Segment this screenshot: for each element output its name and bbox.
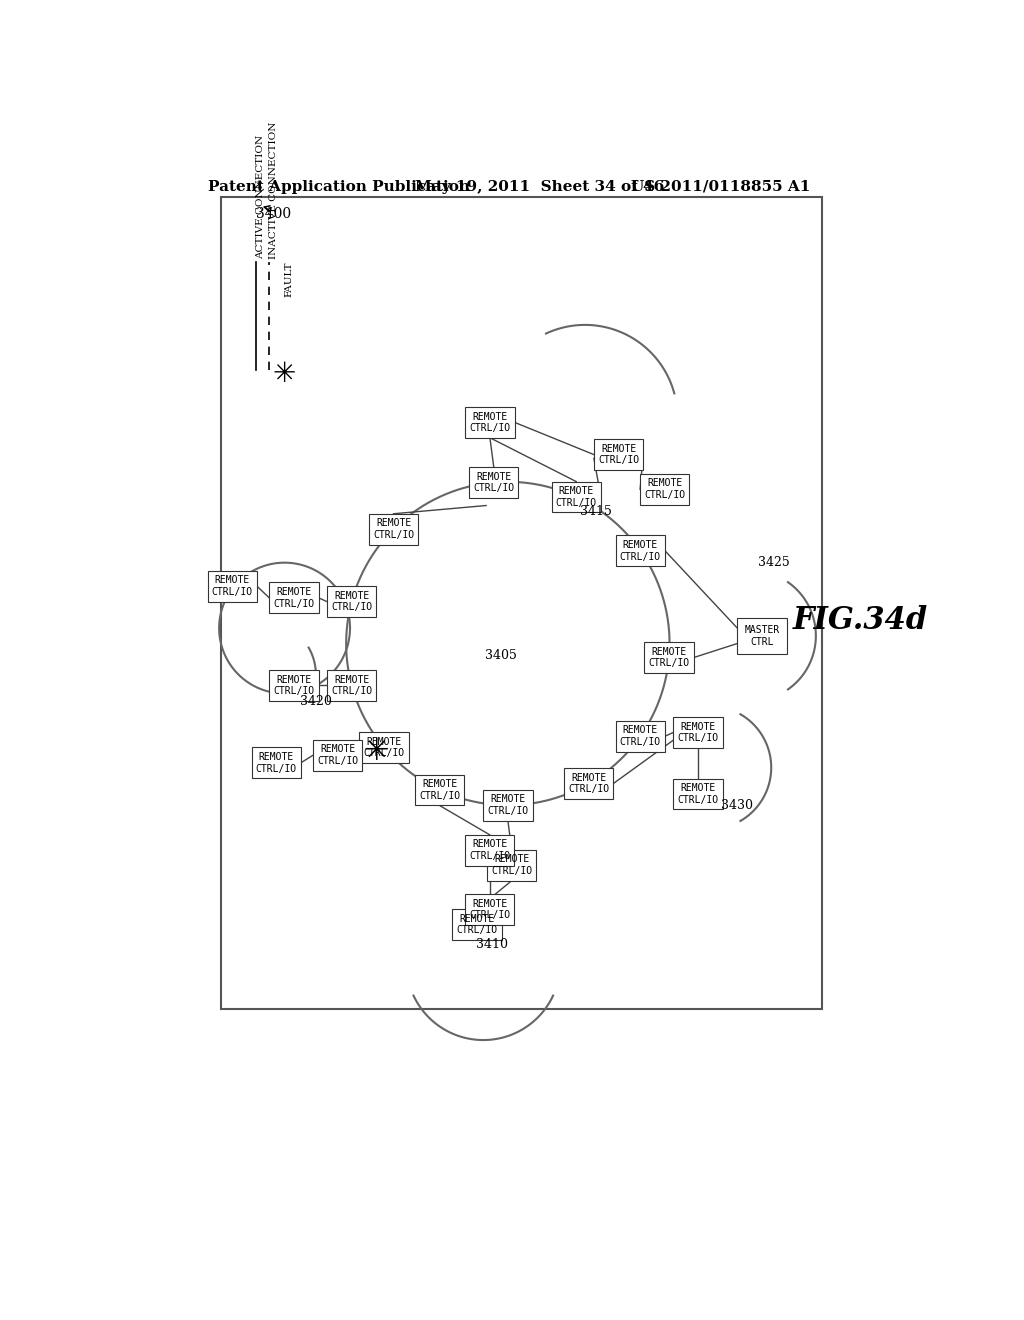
Bar xyxy=(644,643,693,673)
Bar xyxy=(674,779,723,809)
Bar xyxy=(615,721,665,751)
Text: ACTIVE CONNECTION: ACTIVE CONNECTION xyxy=(256,135,265,259)
Text: 3405: 3405 xyxy=(484,649,517,661)
Bar xyxy=(737,618,786,653)
Text: REMOTE
CTRL/IO: REMOTE CTRL/IO xyxy=(492,854,532,876)
Text: 3430: 3430 xyxy=(721,800,754,812)
Bar xyxy=(221,197,822,1010)
Bar xyxy=(594,440,643,470)
Bar xyxy=(483,789,532,821)
Text: 3420: 3420 xyxy=(300,696,332,708)
Text: MASTER
CTRL: MASTER CTRL xyxy=(744,624,779,647)
Bar xyxy=(415,775,464,805)
Text: REMOTE
CTRL/IO: REMOTE CTRL/IO xyxy=(487,795,528,816)
Text: REMOTE
CTRL/IO: REMOTE CTRL/IO xyxy=(620,540,660,561)
Text: 3400: 3400 xyxy=(256,207,291,222)
Text: FIG.34d: FIG.34d xyxy=(793,605,928,636)
Text: REMOTE
CTRL/IO: REMOTE CTRL/IO xyxy=(273,675,314,696)
Text: US 2011/0118855 A1: US 2011/0118855 A1 xyxy=(631,180,810,194)
Text: REMOTE
CTRL/IO: REMOTE CTRL/IO xyxy=(457,913,498,936)
Bar xyxy=(369,513,418,545)
Text: INACTIVE CONNECTION: INACTIVE CONNECTION xyxy=(269,121,279,259)
Bar xyxy=(469,467,518,498)
Bar xyxy=(465,834,514,866)
Text: 3410: 3410 xyxy=(475,937,508,950)
Text: Patent Application Publication: Patent Application Publication xyxy=(208,180,470,194)
Bar xyxy=(674,717,723,748)
Text: REMOTE
CTRL/IO: REMOTE CTRL/IO xyxy=(373,519,414,540)
Text: REMOTE
CTRL/IO: REMOTE CTRL/IO xyxy=(556,486,597,508)
Text: REMOTE
CTRL/IO: REMOTE CTRL/IO xyxy=(473,471,514,494)
Text: REMOTE
CTRL/IO: REMOTE CTRL/IO xyxy=(331,591,373,612)
Text: REMOTE
CTRL/IO: REMOTE CTRL/IO xyxy=(317,744,358,766)
Bar xyxy=(465,894,514,925)
Text: REMOTE
CTRL/IO: REMOTE CTRL/IO xyxy=(469,412,511,433)
Text: ✳: ✳ xyxy=(273,360,296,388)
Bar xyxy=(313,739,362,771)
Bar xyxy=(327,586,376,616)
Text: REMOTE
CTRL/IO: REMOTE CTRL/IO xyxy=(678,722,719,743)
Text: 3425: 3425 xyxy=(758,557,790,569)
Bar xyxy=(615,536,665,566)
Text: REMOTE
CTRL/IO: REMOTE CTRL/IO xyxy=(469,840,510,861)
Text: REMOTE
CTRL/IO: REMOTE CTRL/IO xyxy=(212,576,253,597)
Text: REMOTE
CTRL/IO: REMOTE CTRL/IO xyxy=(644,478,685,500)
Text: REMOTE
CTRL/IO: REMOTE CTRL/IO xyxy=(620,726,660,747)
Text: REMOTE
CTRL/IO: REMOTE CTRL/IO xyxy=(419,779,460,801)
Bar xyxy=(252,747,301,779)
Bar xyxy=(487,850,537,880)
Text: REMOTE
CTRL/IO: REMOTE CTRL/IO xyxy=(678,783,719,805)
Bar xyxy=(269,671,318,701)
Text: FAULT: FAULT xyxy=(285,261,294,297)
Text: REMOTE
CTRL/IO: REMOTE CTRL/IO xyxy=(256,752,297,774)
Bar xyxy=(564,768,613,799)
Text: REMOTE
CTRL/IO: REMOTE CTRL/IO xyxy=(331,675,373,696)
Text: 3415: 3415 xyxy=(580,506,611,517)
Bar xyxy=(465,407,514,438)
Text: REMOTE
CTRL/IO: REMOTE CTRL/IO xyxy=(273,587,314,609)
Text: REMOTE
CTRL/IO: REMOTE CTRL/IO xyxy=(469,899,510,920)
Text: REMOTE
CTRL/IO: REMOTE CTRL/IO xyxy=(364,737,404,758)
Text: REMOTE
CTRL/IO: REMOTE CTRL/IO xyxy=(598,444,639,466)
Text: REMOTE
CTRL/IO: REMOTE CTRL/IO xyxy=(648,647,689,668)
Bar xyxy=(552,482,601,512)
Bar xyxy=(269,582,318,614)
Text: REMOTE
CTRL/IO: REMOTE CTRL/IO xyxy=(568,772,609,795)
Bar xyxy=(208,570,257,602)
Bar xyxy=(640,474,689,504)
Bar xyxy=(327,671,376,701)
Text: May 19, 2011  Sheet 34 of 46: May 19, 2011 Sheet 34 of 46 xyxy=(416,180,665,194)
Bar xyxy=(359,733,409,763)
Text: ✳: ✳ xyxy=(364,737,389,766)
Bar xyxy=(453,909,502,940)
